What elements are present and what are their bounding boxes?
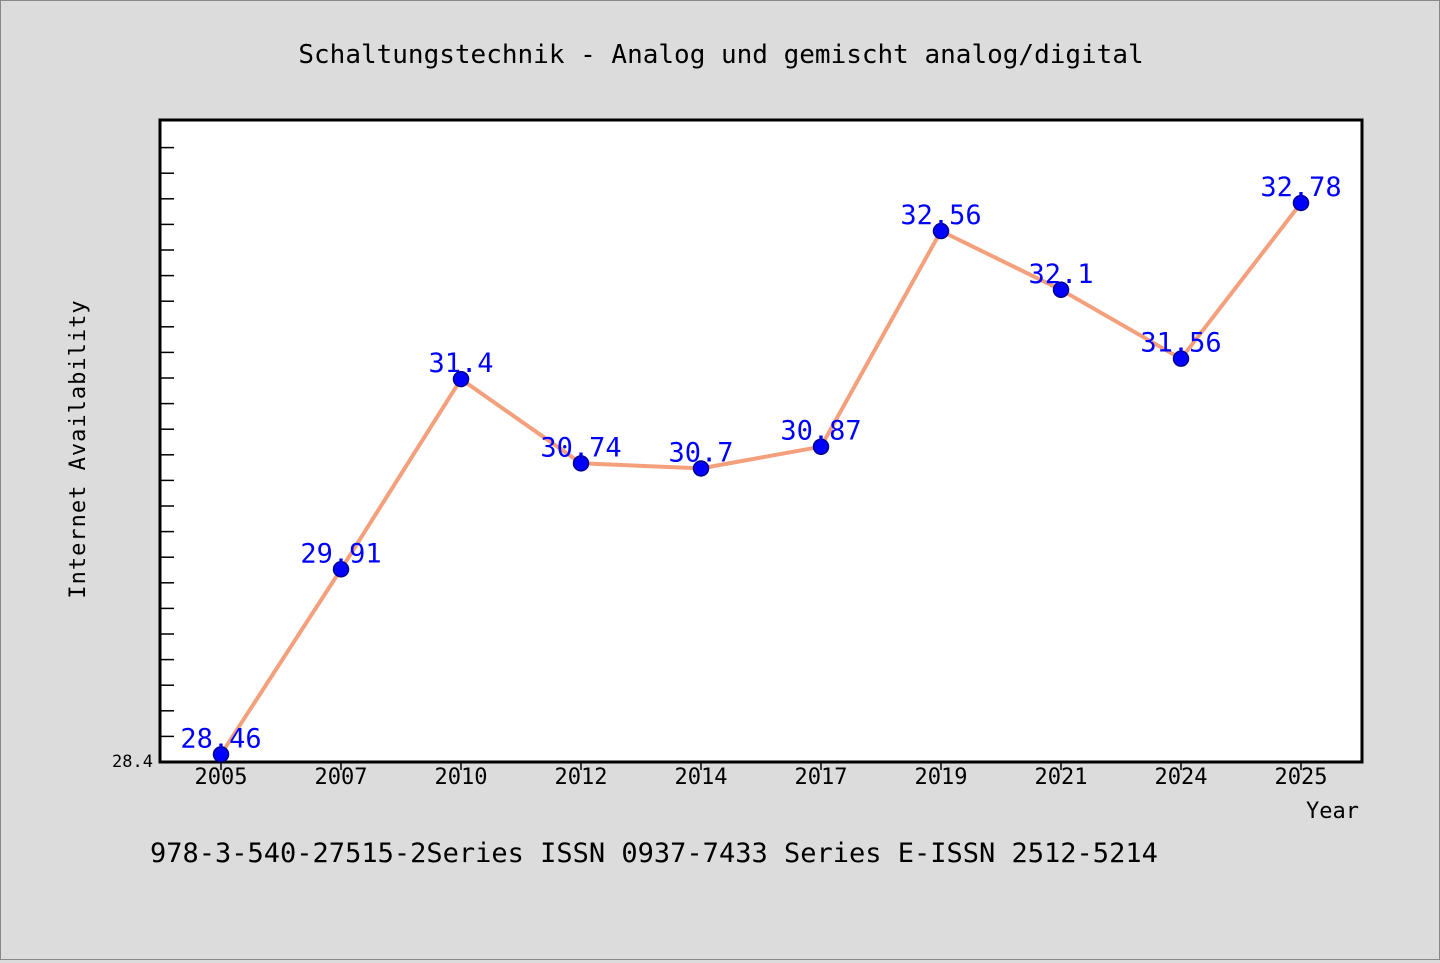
x-tick-label: 2005 <box>195 765 248 790</box>
data-label: 32.1 <box>1028 259 1093 290</box>
x-tick-label: 2012 <box>555 765 608 790</box>
data-point <box>572 455 590 472</box>
x-tick-label: 2017 <box>795 765 848 790</box>
data-label: 30.7 <box>668 437 733 468</box>
chart-title: Schaltungstechnik - Analog und gemischt … <box>298 40 1143 70</box>
footer-text: 978-3-540-27515-2Series ISSN 0937-7433 S… <box>150 838 1158 869</box>
data-point <box>692 460 710 477</box>
data-labels: 28.46 29.91 31.4 30.74 30.7 30.87 32.56 32.1 31.… <box>180 172 1341 754</box>
data-point <box>812 438 830 455</box>
x-axis-label: Year <box>1306 799 1359 824</box>
data-label: 29.91 <box>300 538 381 569</box>
y-axis-label: Internet Availability <box>66 299 91 598</box>
x-tick-label: 2010 <box>435 765 488 790</box>
y-axis-ticks <box>160 146 174 738</box>
data-label: 31.56 <box>1140 328 1221 359</box>
x-tick-label: 2007 <box>315 765 368 790</box>
data-point <box>212 746 230 763</box>
data-point <box>452 370 470 388</box>
x-tick-label: 2019 <box>915 765 968 790</box>
data-point <box>1292 194 1310 212</box>
data-point <box>1172 350 1190 367</box>
data-point <box>332 561 350 578</box>
data-label: 31.4 <box>428 348 493 379</box>
x-tick-label: 2021 <box>1035 765 1088 790</box>
x-tick-label: 2025 <box>1275 765 1328 790</box>
series-markers <box>212 194 1310 763</box>
data-point <box>932 222 950 240</box>
x-axis-ticks: 2005 2007 2010 2012 2014 2017 2019 2021 2024 2025 <box>195 762 1328 790</box>
y-tick-label: 28.4 <box>112 752 153 772</box>
data-label: 32.78 <box>1260 172 1341 203</box>
data-point <box>1052 281 1070 299</box>
data-label: 32.56 <box>900 200 981 231</box>
x-tick-label: 2024 <box>1155 765 1208 790</box>
data-label: 28.46 <box>180 723 261 754</box>
data-label: 30.74 <box>540 432 621 463</box>
plot-area <box>158 118 1364 764</box>
data-label: 30.87 <box>780 416 861 447</box>
x-tick-label: 2014 <box>675 765 728 790</box>
series-line <box>219 201 1303 757</box>
